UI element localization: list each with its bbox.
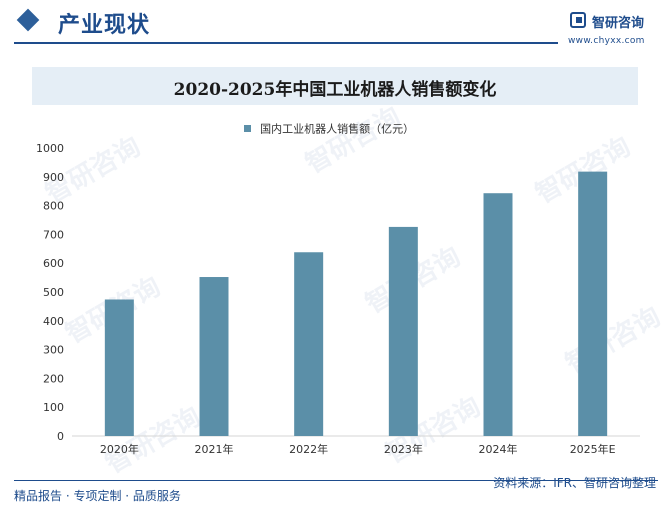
x-tick-label: 2021年 bbox=[195, 442, 234, 456]
bar bbox=[483, 193, 513, 436]
y-tick-label: 100 bbox=[43, 401, 64, 414]
chart-title: 2020-2025年中国工业机器人销售额变化 bbox=[173, 80, 497, 100]
source-note: 资料来源：IFR、智研咨询整理 bbox=[493, 476, 656, 490]
x-tick-label: 2024年 bbox=[479, 442, 518, 456]
x-tick-label: 2025年E bbox=[570, 442, 616, 456]
y-tick-label: 600 bbox=[43, 257, 64, 270]
y-tick-label: 500 bbox=[43, 286, 64, 299]
y-tick-label: 200 bbox=[43, 372, 64, 385]
brand-name: 智研咨询 bbox=[592, 16, 645, 31]
page-header: 产业现状 bbox=[0, 0, 670, 48]
x-tick-label: 2022年 bbox=[289, 442, 328, 456]
brand-url: www.chyxx.com bbox=[568, 36, 645, 46]
bar bbox=[104, 299, 134, 436]
legend-swatch bbox=[244, 125, 251, 132]
y-tick-label: 300 bbox=[43, 344, 64, 357]
page-title: 产业现状 bbox=[58, 13, 151, 38]
footer-divider bbox=[14, 480, 658, 481]
y-tick-label: 400 bbox=[43, 315, 64, 328]
y-tick-label: 1000 bbox=[36, 142, 64, 155]
y-tick-label: 900 bbox=[43, 171, 64, 184]
y-tick-label: 800 bbox=[43, 200, 64, 213]
y-tick-label: 700 bbox=[43, 228, 64, 241]
bar bbox=[294, 252, 324, 436]
legend-label: 国内工业机器人销售额（亿元） bbox=[260, 122, 415, 136]
bar bbox=[199, 277, 229, 436]
brand-logo-icon bbox=[570, 12, 586, 28]
chart-legend: 国内工业机器人销售额（亿元） bbox=[244, 118, 414, 136]
bar bbox=[578, 171, 608, 436]
chart-title-band: 2020-2025年中国工业机器人销售额变化 bbox=[32, 67, 638, 105]
y-tick-label: 0 bbox=[57, 430, 64, 443]
x-tick-label: 2023年 bbox=[384, 442, 423, 456]
footer-tagline: 精品报告 · 专项定制 · 品质服务 bbox=[14, 489, 181, 503]
bar bbox=[388, 226, 418, 436]
x-tick-label: 2020年 bbox=[100, 442, 139, 456]
header-divider bbox=[14, 42, 558, 44]
